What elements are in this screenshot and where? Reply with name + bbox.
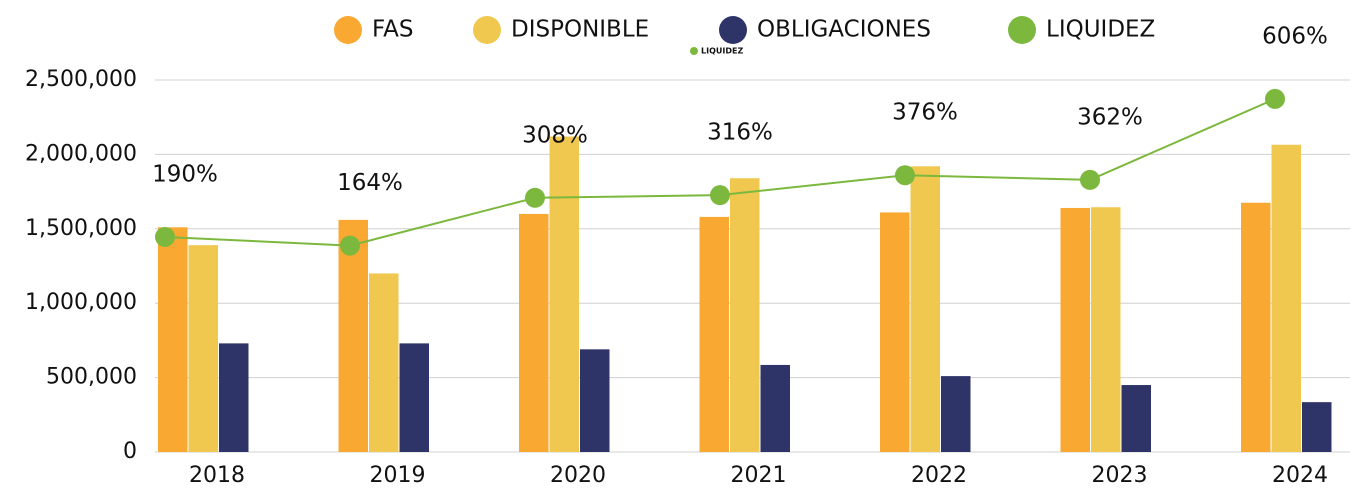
line-point <box>895 165 915 186</box>
line-point <box>340 235 360 256</box>
x-tick-label: 2021 <box>731 463 787 488</box>
value-label: 362% <box>1077 104 1143 130</box>
y-tick-label: 1,500,000 <box>25 216 137 241</box>
y-tick-label: 500,000 <box>46 365 137 390</box>
x-tick-label: 2024 <box>1272 463 1328 488</box>
y-tick-label: 2,000,000 <box>25 141 137 166</box>
bar <box>1121 385 1151 452</box>
line-point <box>525 187 545 208</box>
legend-label: DISPONIBLE <box>511 17 649 43</box>
bar <box>1271 144 1301 452</box>
legend-label: FAS <box>372 17 413 43</box>
bar <box>399 343 429 452</box>
value-label: 606% <box>1262 23 1328 49</box>
bar <box>941 376 971 452</box>
bar <box>730 178 760 452</box>
line-point <box>1080 169 1100 190</box>
small-label: LIQUIDEZ <box>701 47 743 56</box>
small-marker <box>690 47 698 55</box>
value-label: 164% <box>337 170 403 196</box>
legend-marker <box>473 16 501 44</box>
value-label: 316% <box>707 120 773 146</box>
bar <box>1060 207 1090 452</box>
x-tick-label: 2022 <box>911 463 967 488</box>
value-label: 376% <box>892 100 958 126</box>
bar <box>519 213 549 452</box>
x-tick-label: 2020 <box>550 463 606 488</box>
y-tick-label: 1,000,000 <box>25 290 137 315</box>
legend-label: OBLIGACIONES <box>757 17 931 43</box>
legend-marker <box>719 16 747 44</box>
value-label: 308% <box>522 122 588 148</box>
bar <box>1302 402 1332 452</box>
bar <box>1241 202 1271 452</box>
bar <box>219 343 249 452</box>
bar <box>549 136 579 452</box>
y-tick-label: 0 <box>123 439 137 464</box>
line-point <box>1265 88 1285 109</box>
legend-label: LIQUIDEZ <box>1046 17 1155 43</box>
x-tick-label: 2023 <box>1092 463 1148 488</box>
x-tick-label: 2018 <box>189 463 245 488</box>
bar <box>369 273 399 452</box>
bar <box>910 166 940 452</box>
legend-marker <box>334 16 362 44</box>
bar <box>188 245 218 452</box>
bar <box>338 219 368 452</box>
value-label: 190% <box>152 161 218 187</box>
bar <box>580 349 610 452</box>
line-point <box>710 185 730 206</box>
line-point <box>155 226 175 247</box>
bar <box>760 364 790 452</box>
bar <box>1091 207 1121 452</box>
legend-marker <box>1008 16 1036 44</box>
bar <box>158 227 188 452</box>
y-tick-label: 2,500,000 <box>25 67 137 92</box>
bar <box>699 216 729 452</box>
bar <box>880 212 910 452</box>
x-tick-label: 2019 <box>370 463 426 488</box>
